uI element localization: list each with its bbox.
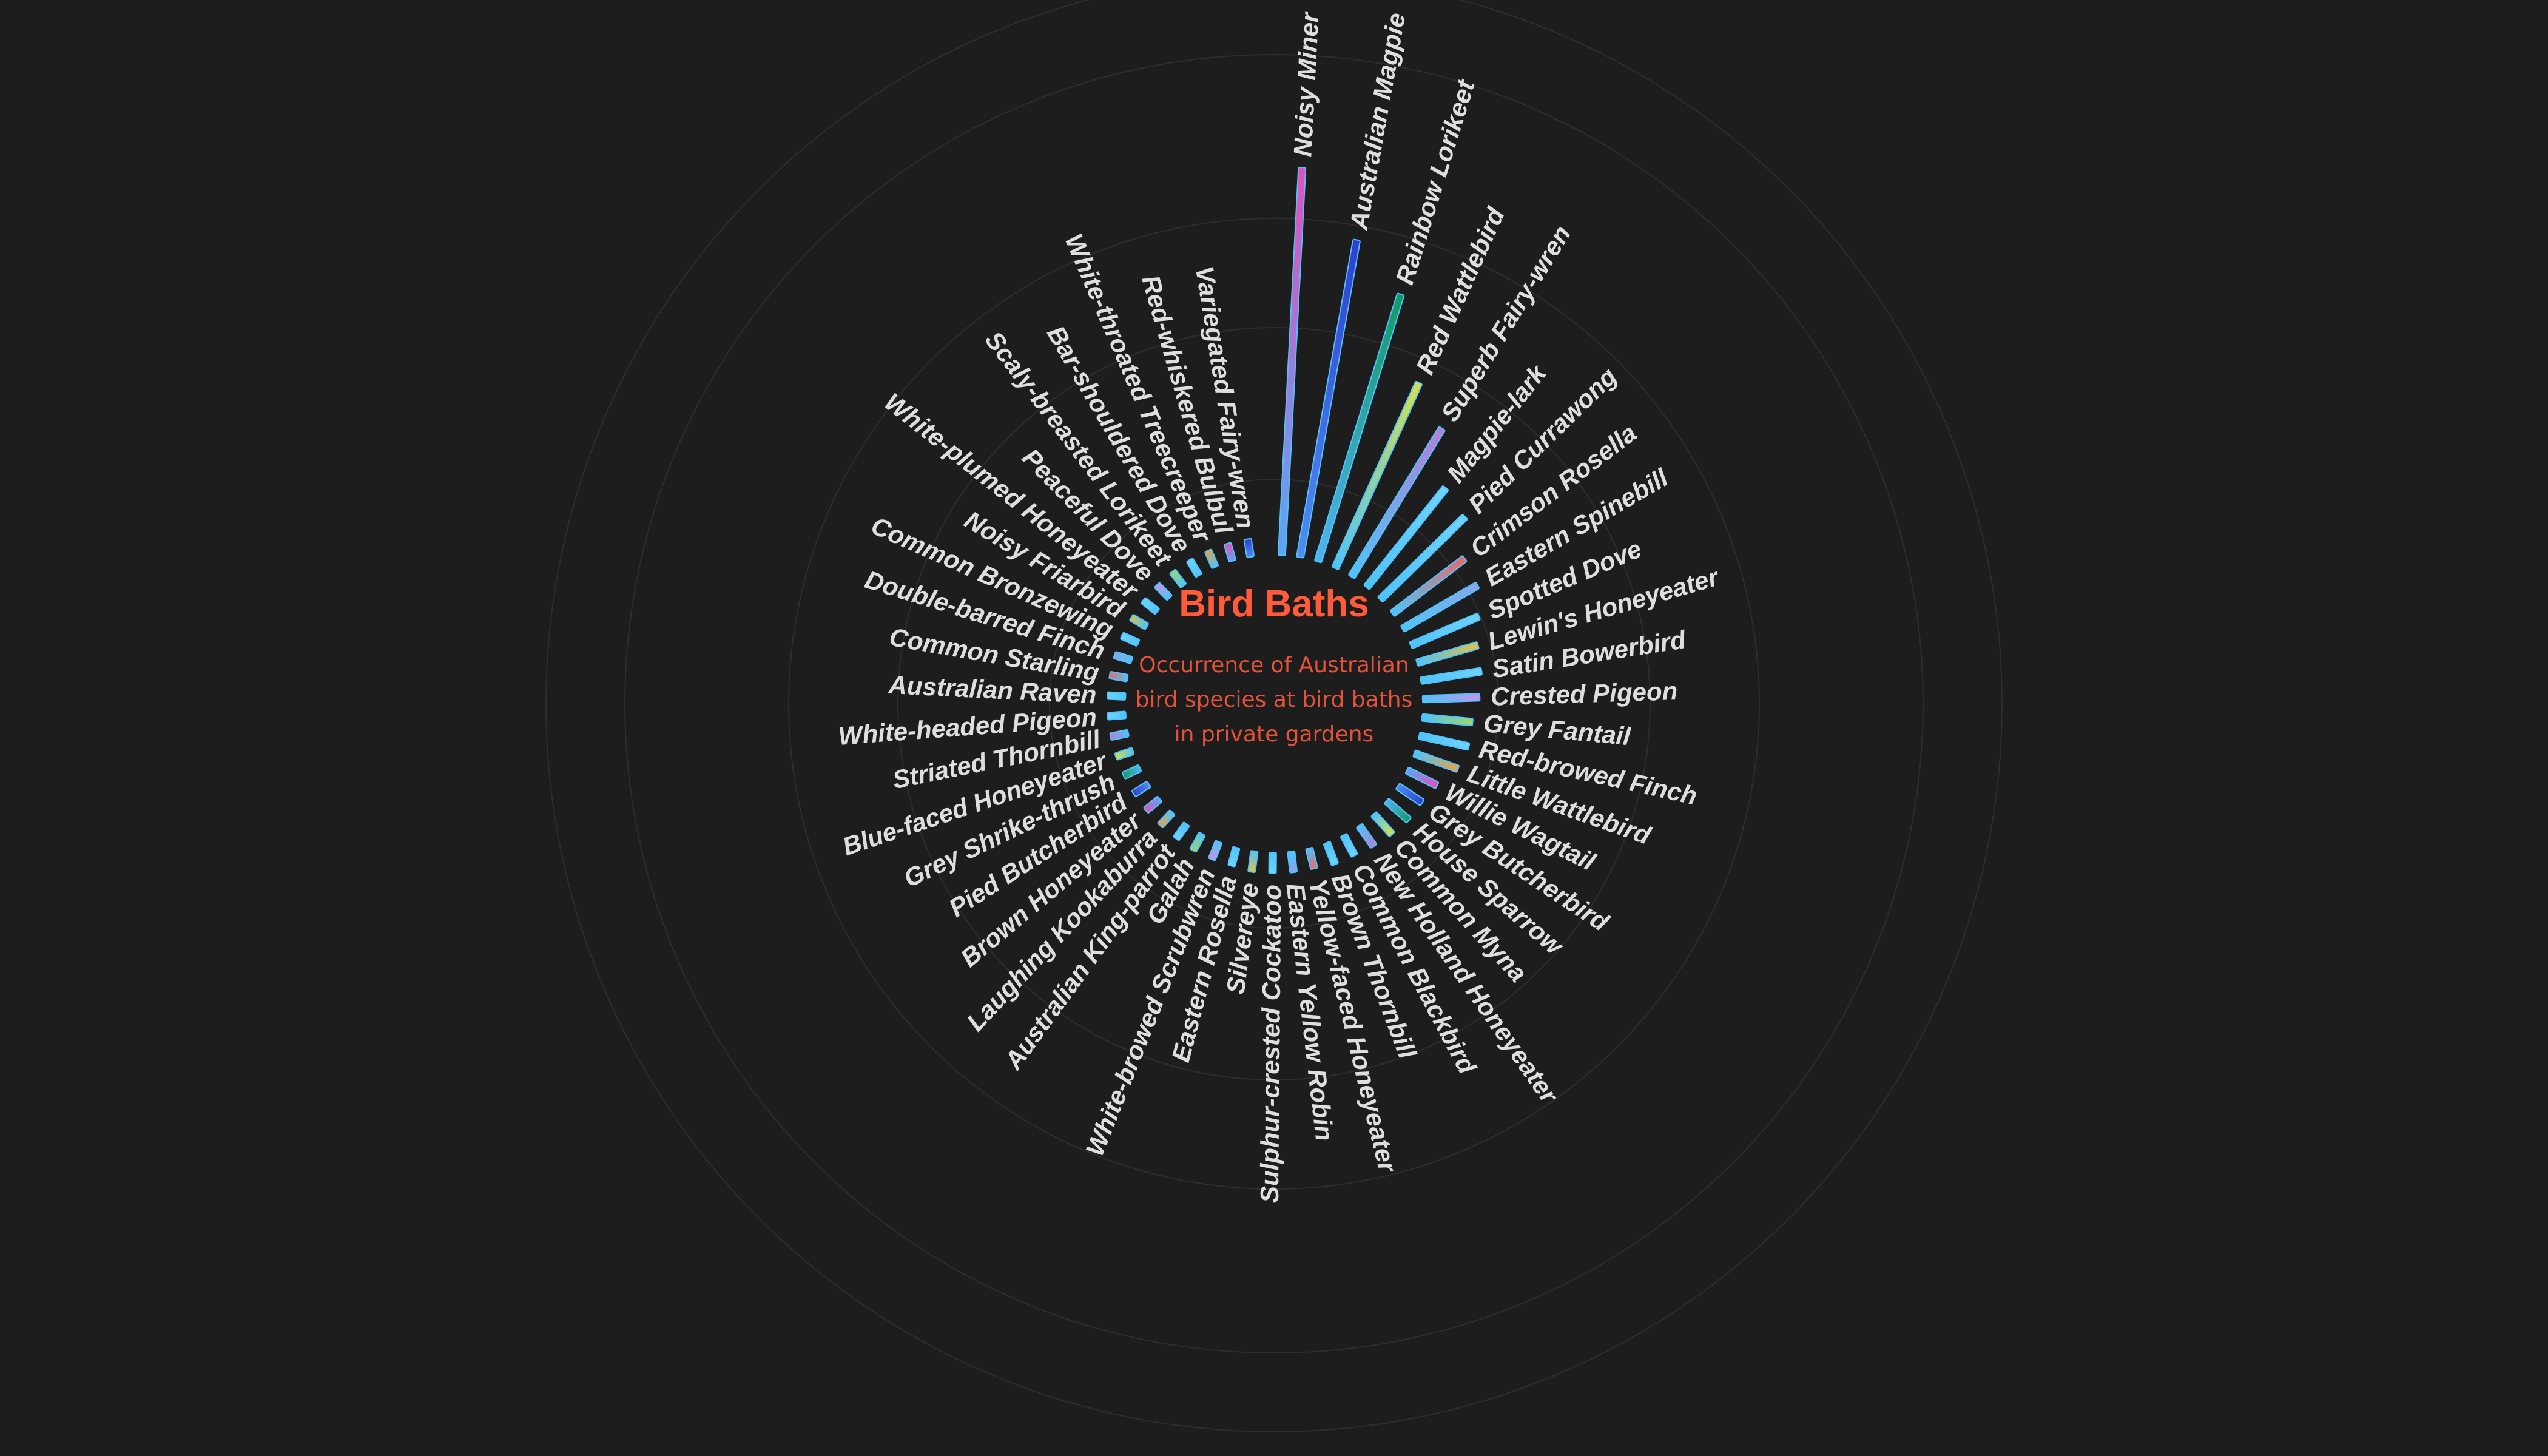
bars [1107, 167, 1483, 874]
bar-0 [1277, 167, 1307, 556]
bar-24 [1287, 850, 1298, 874]
bar-20 [1356, 823, 1377, 849]
grid-circle [897, 327, 1651, 1080]
category-label: Crested Pigeon [1490, 676, 1677, 711]
bar-34 [1122, 764, 1142, 780]
bar-28 [1208, 840, 1222, 861]
bar-36 [1109, 729, 1130, 741]
grid-circle [545, 0, 2003, 1432]
bar-35 [1114, 747, 1135, 761]
bar-30 [1173, 821, 1190, 841]
bar-18 [1384, 798, 1412, 823]
bar-11 [1420, 667, 1483, 685]
bar-40 [1113, 651, 1133, 664]
bar-46 [1186, 558, 1202, 578]
chart-subtitle: Occurrence of Australian bird species at… [1135, 653, 1413, 747]
bar-41 [1120, 632, 1141, 647]
grid-circle [624, 54, 1924, 1353]
bar-14 [1418, 732, 1471, 751]
bar-29 [1189, 832, 1206, 853]
bar-43 [1141, 597, 1160, 615]
bar-1 [1296, 238, 1361, 559]
category-label: Noisy Miner [1288, 10, 1324, 158]
bar-45 [1169, 568, 1187, 588]
grid-circle [788, 218, 1760, 1190]
bar-38 [1107, 691, 1127, 701]
bar-5 [1363, 485, 1449, 590]
grid-circle [1049, 479, 1499, 929]
bar-44 [1154, 582, 1173, 601]
bar-42 [1129, 614, 1149, 630]
bar-17 [1395, 783, 1425, 806]
bar-7 [1390, 555, 1468, 617]
bar-13 [1421, 713, 1474, 727]
category-label: Sulphur-crested Cockatoo [1255, 885, 1287, 1203]
bar-49 [1243, 538, 1255, 558]
bar-33 [1131, 781, 1151, 797]
bar-39 [1108, 671, 1129, 682]
bar-22 [1323, 841, 1339, 866]
bar-10 [1415, 641, 1480, 667]
bar-3 [1331, 380, 1423, 570]
bar-48 [1223, 542, 1236, 562]
bar-32 [1143, 796, 1162, 814]
bar-8 [1400, 582, 1480, 633]
bar-16 [1405, 767, 1440, 789]
bar-12 [1421, 693, 1481, 704]
bar-15 [1412, 749, 1460, 773]
bar-21 [1340, 833, 1358, 858]
bar-6 [1377, 514, 1468, 603]
bar-47 [1204, 548, 1219, 569]
bar-26 [1247, 850, 1259, 874]
bar-37 [1107, 710, 1127, 721]
bar-31 [1157, 809, 1176, 829]
bar-23 [1305, 847, 1318, 871]
bar-9 [1409, 612, 1481, 649]
bar-2 [1314, 292, 1405, 564]
category-label: Australian Magpie [1344, 10, 1411, 232]
bar-4 [1348, 426, 1446, 579]
bar-19 [1370, 811, 1395, 837]
chart-title: Bird Baths [1179, 583, 1369, 625]
grid-circles [545, 0, 2003, 1432]
bar-27 [1227, 846, 1241, 868]
bar-25 [1268, 851, 1277, 874]
